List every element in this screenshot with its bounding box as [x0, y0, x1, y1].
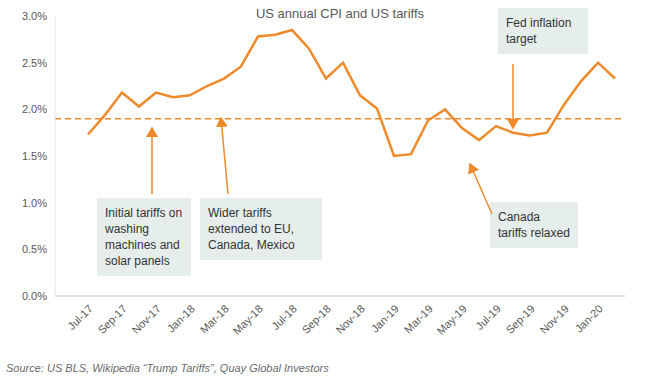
svg-text:0.0%: 0.0% — [22, 290, 47, 302]
html-text:Initial tariffs on washing mac: Initial tariffs on washing machines and … — [105, 206, 183, 268]
html-text:Wider tariffs extended to EU,: Wider tariffs extended to EU, Canada, Me… — [208, 206, 295, 252]
svg-text:May-18: May-18 — [231, 302, 265, 336]
svg-text:May-19: May-19 — [435, 302, 469, 336]
svg-text:1.5%: 1.5% — [22, 150, 47, 162]
svg-text:Sep-17: Sep-17 — [95, 302, 129, 336]
svg-text:Mar-18: Mar-18 — [198, 302, 231, 335]
svg-text:Jan-18: Jan-18 — [165, 302, 197, 334]
svg-text:Sep-19: Sep-19 — [503, 302, 537, 336]
svg-text:Jan-19: Jan-19 — [369, 302, 401, 334]
svg-text:2.0%: 2.0% — [22, 103, 47, 115]
svg-text:Nov-17: Nov-17 — [129, 302, 163, 336]
html-text:Canada tariffs relaxed: Canada tariffs relaxed — [498, 210, 570, 240]
svg-text:3.0%: 3.0% — [22, 10, 47, 22]
html-text:Source: US BLS, Wikipedia “Tru: Source: US BLS, Wikipedia “Trump Tariffs… — [6, 362, 329, 374]
svg-text:Nov-18: Nov-18 — [333, 302, 367, 336]
svg-text:Nov-19: Nov-19 — [537, 302, 571, 336]
html-text:Fed inflation target: Fed inflation target — [506, 16, 572, 46]
svg-text:0.5%: 0.5% — [22, 243, 47, 255]
html-text:US annual CPI and US tariffs: US annual CPI and US tariffs — [255, 6, 425, 21]
svg-text:Jul-19: Jul-19 — [473, 302, 503, 332]
svg-text:Jul-17: Jul-17 — [65, 302, 95, 332]
svg-text:Jul-18: Jul-18 — [269, 302, 299, 332]
svg-text:Mar-19: Mar-19 — [402, 302, 435, 335]
svg-text:1.0%: 1.0% — [22, 197, 47, 209]
svg-text:Jan-20: Jan-20 — [573, 302, 605, 334]
svg-text:2.5%: 2.5% — [22, 57, 47, 69]
svg-text:Sep-18: Sep-18 — [299, 302, 333, 336]
